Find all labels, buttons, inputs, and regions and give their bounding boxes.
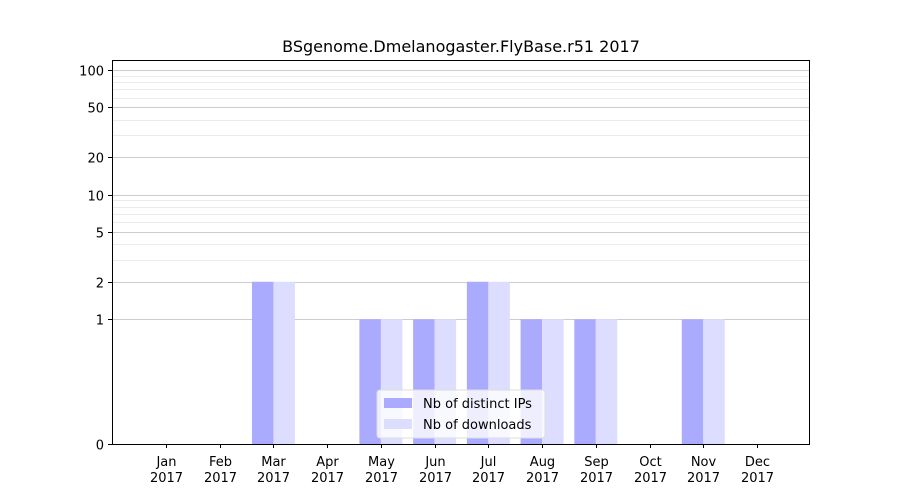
x-tick-label-month: Mar xyxy=(261,455,286,470)
plot-frame xyxy=(112,60,810,445)
x-tick-label-month: Apr xyxy=(316,455,339,470)
x-tick-label-year: 2017 xyxy=(472,471,505,486)
x-tick-label-year: 2017 xyxy=(580,471,613,486)
legend: Nb of distinct IPs Nb of downloads xyxy=(376,389,546,439)
x-tick-label-month: Sep xyxy=(584,455,609,470)
grid xyxy=(112,70,809,445)
x-tick-label-month: Jun xyxy=(424,455,445,470)
x-tick-label-month: Dec xyxy=(745,455,770,470)
x-tick-label-month: May xyxy=(368,455,395,470)
legend-label: Nb of downloads xyxy=(423,418,532,433)
x-tick-label-year: 2017 xyxy=(419,471,452,486)
x-tick-label-year: 2017 xyxy=(257,471,290,486)
x-axis: Jan2017Feb2017Mar2017Apr2017May2017Jun20… xyxy=(150,444,774,486)
bar-downloads-sep xyxy=(595,319,618,444)
y-tick-label: 20 xyxy=(87,152,104,167)
y-tick-label: 5 xyxy=(96,227,104,242)
y-tick-label: 50 xyxy=(87,102,104,117)
x-tick-label-year: 2017 xyxy=(365,471,398,486)
y-tick-label: 100 xyxy=(79,65,104,80)
y-tick-label: 2 xyxy=(96,277,104,292)
legend-label: Nb of distinct IPs xyxy=(423,397,532,412)
x-tick-label-year: 2017 xyxy=(150,471,183,486)
y-axis: 0 1 2 5 10 20 50 100 xyxy=(79,65,112,454)
x-tick-label-month: Oct xyxy=(639,455,661,470)
y-tick-label: 0 xyxy=(96,439,104,454)
x-tick-label-year: 2017 xyxy=(204,471,237,486)
x-tick-label-month: Aug xyxy=(530,455,555,470)
bar-downloads-nov xyxy=(703,319,725,444)
bar-downloads-mar xyxy=(273,281,295,444)
y-tick-label: 10 xyxy=(87,190,104,205)
legend-swatch xyxy=(384,419,412,429)
bar-downloads-aug xyxy=(542,319,564,444)
x-tick-label-month: Jan xyxy=(155,455,176,470)
bar-distinct-ips-may xyxy=(359,319,381,444)
x-tick-label-year: 2017 xyxy=(687,471,720,486)
bar-distinct-ips-nov xyxy=(681,319,704,444)
x-tick-label-month: Nov xyxy=(691,455,717,470)
x-tick-label-month: Feb xyxy=(209,455,232,470)
x-tick-label-year: 2017 xyxy=(741,471,774,486)
legend-box xyxy=(376,389,546,439)
chart-title: BSgenome.Dmelanogaster.FlyBase.r51 2017 xyxy=(282,37,640,56)
x-tick-label-year: 2017 xyxy=(634,471,667,486)
legend-swatch xyxy=(384,398,412,408)
y-tick-label: 1 xyxy=(96,314,104,329)
bar-distinct-ips-sep xyxy=(574,319,596,444)
x-tick-label-month: Jul xyxy=(480,455,497,470)
x-tick-label-year: 2017 xyxy=(526,471,559,486)
bar-distinct-ips-mar xyxy=(251,281,274,444)
x-tick-label-year: 2017 xyxy=(311,471,344,486)
